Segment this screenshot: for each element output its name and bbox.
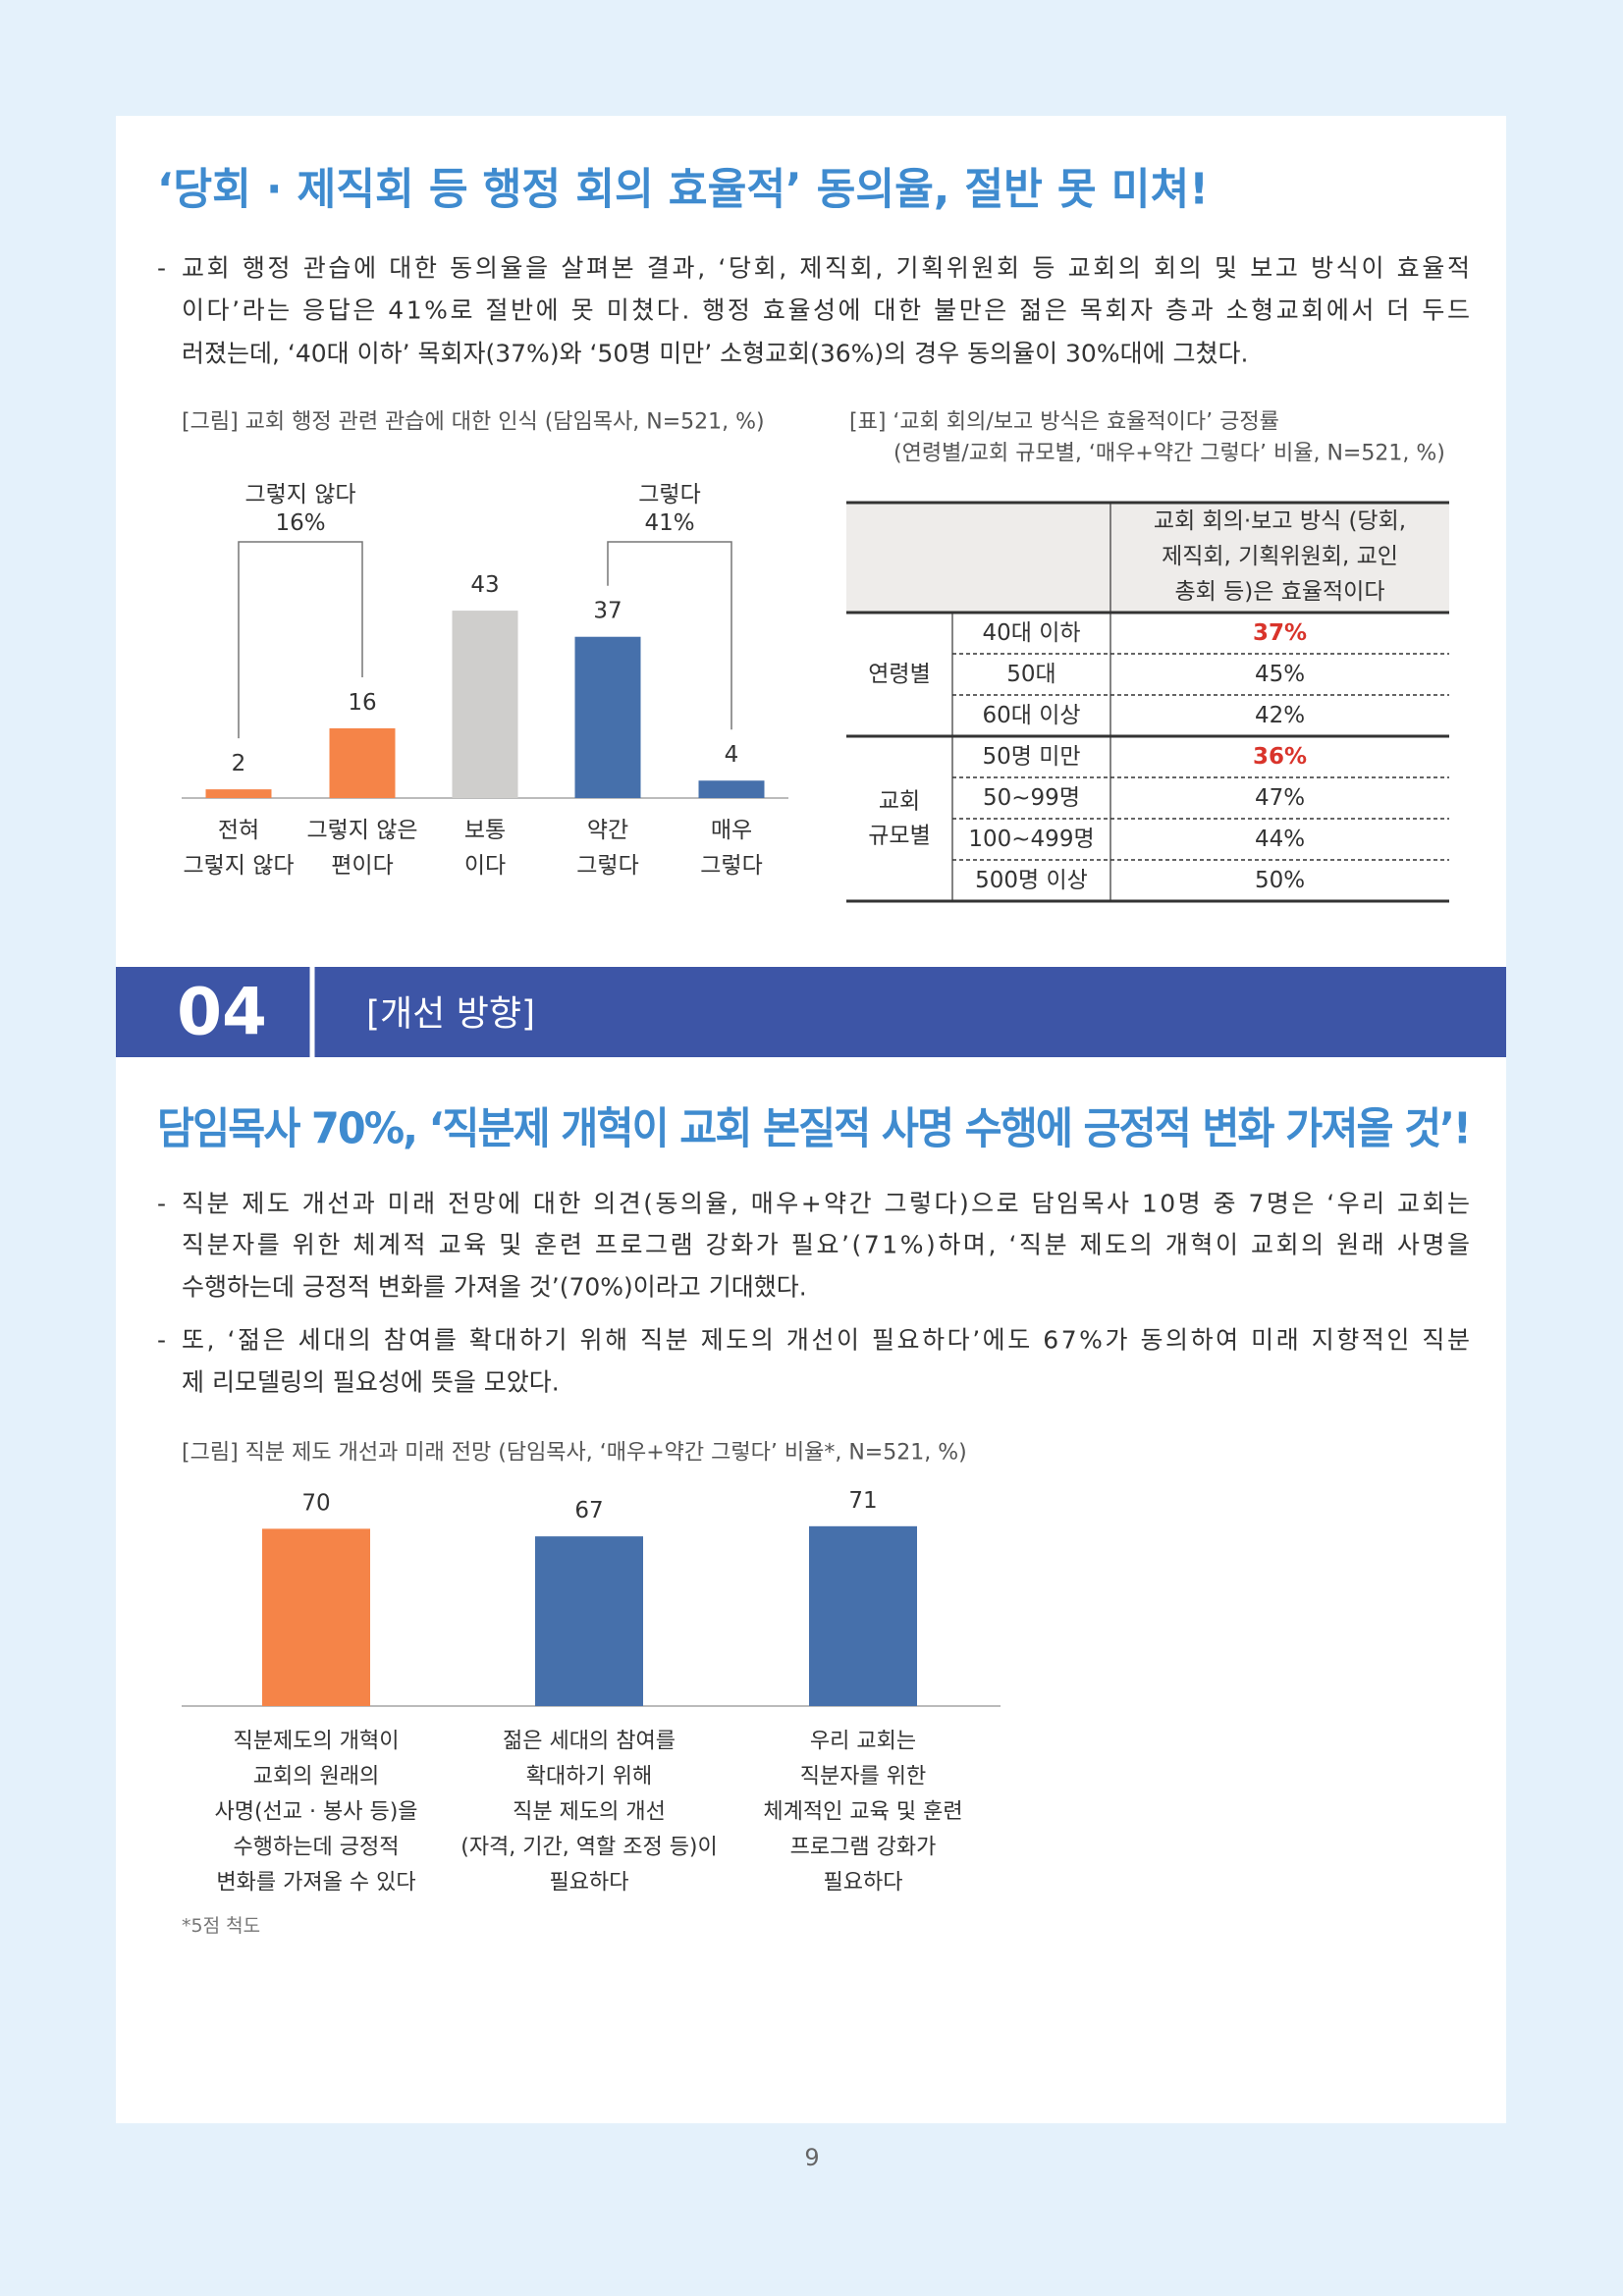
group-label: 그렇지 않다 [244, 482, 355, 507]
category-label: 직분 제도의 개선 [513, 1800, 666, 1825]
footnote: *5점 척도 [182, 1915, 260, 1937]
row-label: 50~99명 [983, 785, 1080, 811]
bar [329, 727, 396, 798]
row-label: 50대 [1006, 662, 1055, 687]
category-label: 교회의 원래의 [253, 1765, 379, 1789]
bar [205, 789, 272, 798]
group-total: 41% [644, 510, 694, 536]
value-label: 16 [348, 690, 376, 716]
row-label: 40대 이하 [982, 620, 1080, 646]
category-label: 체계적인 교육 및 훈련 [763, 1800, 962, 1825]
group-name: 교회 [879, 789, 920, 815]
bullet-marker: - [157, 254, 166, 283]
group-bracket [607, 541, 732, 730]
category-label: 그렇다 [700, 853, 762, 879]
category-label: 젊은 세대의 참여를 [503, 1730, 676, 1754]
value-label: 43 [470, 572, 499, 598]
row-value: 45% [1255, 662, 1305, 687]
value-label: 71 [848, 1488, 877, 1514]
category-label: 매우 [711, 818, 752, 843]
category-label: 그렇지 않은 [306, 818, 417, 843]
figure-caption: [그림] 교회 행정 관련 관습에 대한 인식 (담임목사, N=521, %) [182, 410, 765, 435]
bullet-text: 수행하는데 긍정적 변화를 가져올 것’(70%)이라고 기대했다. [182, 1273, 807, 1302]
category-label: 그렇지 않다 [183, 853, 294, 879]
bullet-marker: - [157, 1190, 166, 1218]
table-header-bg [846, 503, 1449, 613]
bullet-marker: - [157, 1326, 166, 1355]
row-value: 36% [1253, 744, 1307, 770]
row-label: 500명 이상 [975, 868, 1088, 893]
group-total: 16% [275, 510, 325, 536]
value-label: 2 [232, 751, 246, 776]
table-header: 제직회, 기획위원회, 교인 [1162, 544, 1398, 569]
category-label: 직분제도의 개혁이 [234, 1730, 400, 1754]
section-label: [개선 방향] [366, 994, 535, 1035]
page-number: 9 [804, 2144, 819, 2171]
category-label: 이다 [464, 853, 506, 879]
value-label: 67 [574, 1498, 603, 1523]
category-label: 필요하다 [824, 1871, 903, 1896]
row-value: 50% [1255, 868, 1305, 893]
row-label: 100~499명 [968, 827, 1094, 852]
bullet-text: 이다’라는 응답은 41%로 절반에 못 미쳤다. 행정 효율성에 대한 불만은… [182, 296, 1470, 325]
category-label: 확대하기 위해 [526, 1765, 652, 1789]
group-name: 규모별 [868, 824, 930, 849]
row-value: 47% [1255, 785, 1305, 811]
value-label: 37 [593, 599, 622, 624]
category-label: 수행하는데 긍정적 [234, 1836, 400, 1860]
content-panel [116, 116, 1506, 2123]
table-caption: [표] ‘교회 회의/보고 방식은 효율적이다’ 긍정률 [849, 410, 1279, 435]
figure-caption: [그림] 직분 제도 개선과 미래 전망 (담임목사, ‘매우+약간 그렇다’ … [182, 1441, 967, 1466]
section-title: 담임목사 70%, ‘직분제 개혁이 교회 본질적 사명 수행에 긍정적 변화 … [157, 1104, 1470, 1154]
bullet-text: 직분 제도 개선과 미래 전망에 대한 의견(동의율, 매우+약간 그렇다)으로… [182, 1190, 1470, 1218]
section-title: ‘당회 · 제직회 등 행정 회의 효율적’ 동의율, 절반 못 미쳐! [157, 165, 1209, 215]
row-value: 42% [1255, 703, 1305, 728]
section-number: 04 [177, 975, 267, 1050]
group-label: 그렇다 [638, 482, 700, 507]
bar [574, 636, 641, 798]
category-label: 사명(선교 · 봉사 등)을 [214, 1800, 417, 1825]
bar [698, 780, 765, 798]
category-label: (자격, 기간, 역할 조정 등)이 [460, 1836, 718, 1860]
bar [452, 611, 518, 798]
category-label: 전혀 [218, 818, 259, 843]
category-label: 우리 교회는 [810, 1730, 916, 1754]
bullet-text: 제 리모델링의 필요성에 뜻을 모았다. [182, 1368, 560, 1397]
table-header: 교회 회의·보고 방식 (당회, [1154, 508, 1406, 534]
category-label: 약간 [587, 818, 628, 843]
category-label: 편이다 [331, 853, 393, 879]
row-label: 60대 이상 [982, 703, 1080, 728]
bullet-text: 러졌는데, ‘40대 이하’ 목회자(37%)와 ‘50명 미만’ 소형교회(3… [182, 340, 1249, 368]
value-label: 4 [725, 742, 739, 768]
table-caption: (연령별/교회 규모별, ‘매우+약간 그렇다’ 비율, N=521, %) [893, 442, 1445, 466]
category-label: 보통 [464, 818, 506, 843]
row-value: 44% [1255, 827, 1305, 852]
value-label: 70 [301, 1490, 330, 1516]
row-value: 37% [1253, 620, 1307, 646]
bullet-text: 또, ‘젊은 세대의 참여를 확대하기 위해 직분 제도의 개선이 필요하다’에… [182, 1326, 1470, 1355]
group-name: 연령별 [868, 662, 930, 687]
group-bracket [238, 541, 363, 739]
category-label: 필요하다 [550, 1871, 629, 1896]
table-header: 총회 등)은 효율적이다 [1174, 579, 1384, 605]
bullet-text: 교회 행정 관습에 대한 동의율을 살펴본 결과, ‘당회, 제직회, 기획위원… [182, 254, 1470, 283]
bar [809, 1525, 917, 1706]
bullet-text: 직분자를 위한 체계적 교육 및 훈련 프로그램 강화가 필요’(71%)하며,… [182, 1231, 1470, 1259]
bar [535, 1536, 643, 1706]
category-label: 직분자를 위한 [800, 1765, 926, 1789]
bar [262, 1528, 370, 1706]
category-label: 변화를 가져올 수 있다 [216, 1871, 415, 1896]
section-band [116, 967, 1506, 1057]
row-label: 50명 미만 [982, 744, 1080, 770]
category-label: 그렇다 [576, 853, 638, 879]
category-label: 프로그램 강화가 [790, 1836, 937, 1860]
